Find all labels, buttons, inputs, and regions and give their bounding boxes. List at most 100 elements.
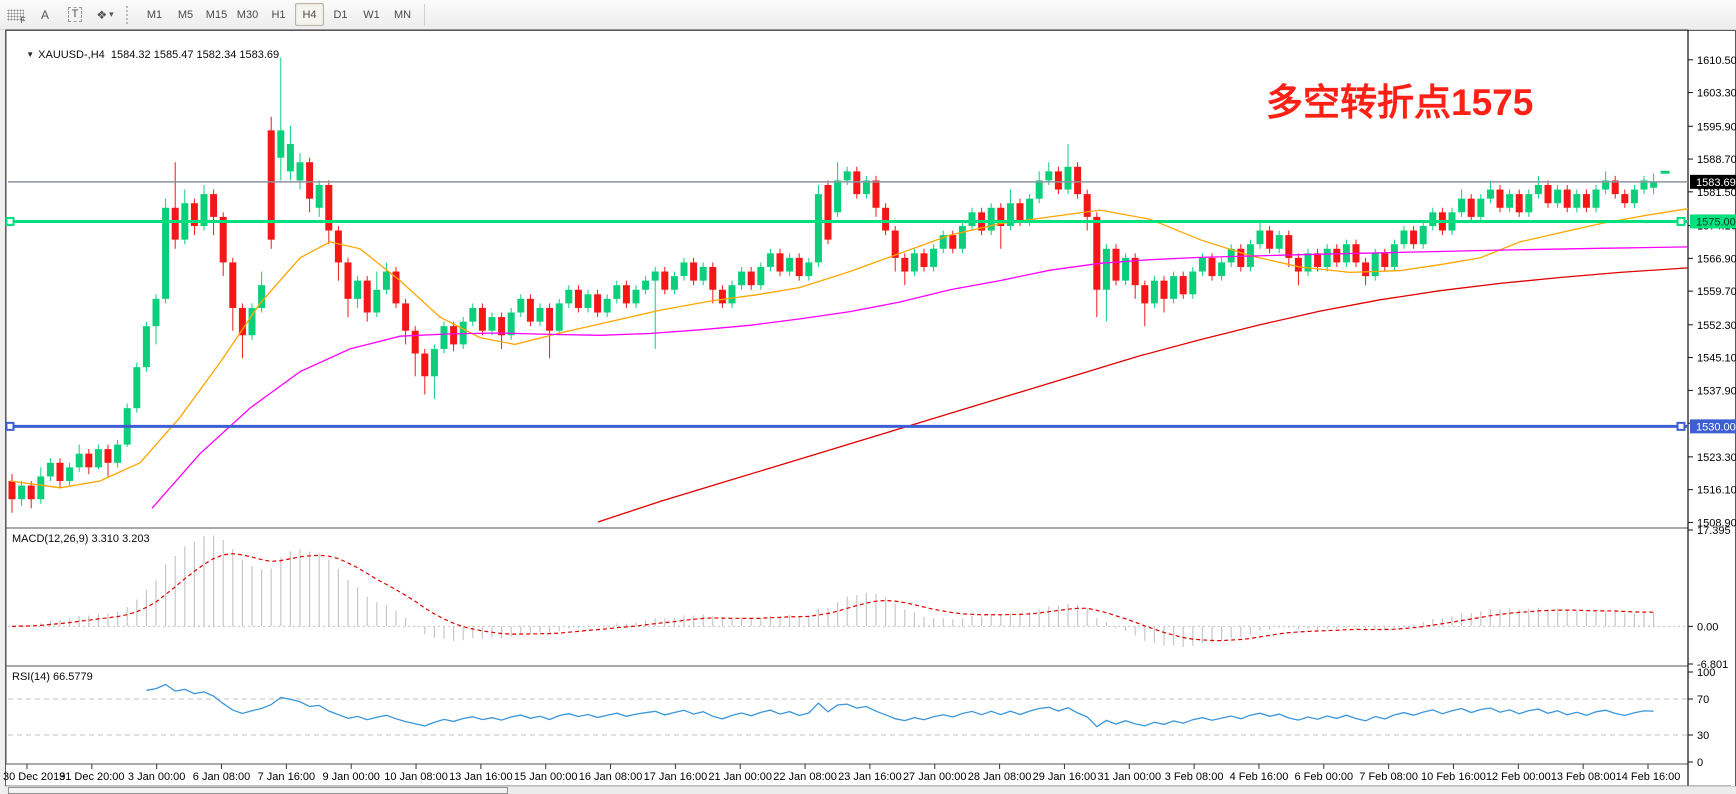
timeframe-button-m15[interactable]: M15 (205, 8, 228, 21)
rsi-indicator-label: RSI(14) 66.5779 (12, 671, 93, 683)
arrow-objects-icon: ❖ (96, 7, 108, 22)
macd-name: MACD(12,26,9) (12, 533, 89, 545)
macd-series (8, 535, 1688, 647)
candlestick-series (8, 57, 1658, 513)
svg-text:10 Jan 08:00: 10 Jan 08:00 (384, 771, 448, 783)
svg-text:1545.10: 1545.10 (1697, 353, 1736, 365)
svg-text:70: 70 (1697, 694, 1709, 706)
price-hline-157500[interactable]: 1575.00 (5, 214, 1736, 229)
svg-text:29 Jan 16:00: 29 Jan 16:00 (1033, 771, 1097, 783)
text-label-button[interactable]: A (40, 7, 49, 22)
svg-text:15 Jan 00:00: 15 Jan 00:00 (514, 771, 578, 783)
drawing-tools-group: F A T ❖ ▾ (0, 0, 120, 29)
svg-text:1595.90: 1595.90 (1697, 121, 1736, 133)
macd-indicator-label: MACD(12,26,9) 3.310 3.203 (12, 533, 150, 545)
horizontal-scrollbar (5, 786, 1736, 794)
svg-text:17 Jan 16:00: 17 Jan 16:00 (644, 771, 708, 783)
svg-text:3 Feb 08:00: 3 Feb 08:00 (1165, 771, 1224, 783)
hline-drag-handle[interactable] (1676, 216, 1686, 226)
hline-drag-handle[interactable] (5, 216, 15, 226)
timeframe-button-w1[interactable]: W1 (363, 8, 380, 21)
hline-drag-handle[interactable] (1676, 421, 1686, 431)
ma-mid-magenta (151, 246, 1689, 509)
svg-text:1516.10: 1516.10 (1697, 485, 1736, 497)
svg-text:13 Jan 16:00: 13 Jan 16:00 (449, 771, 513, 783)
svg-text:30 Dec 2019: 30 Dec 2019 (3, 771, 65, 783)
svg-text:1603.30: 1603.30 (1697, 88, 1736, 100)
svg-text:1610.50: 1610.50 (1697, 55, 1736, 67)
svg-text:27 Jan 00:00: 27 Jan 00:00 (903, 771, 967, 783)
hline-drag-handle[interactable] (5, 421, 15, 431)
timeframe-button-h4[interactable]: H4 (295, 3, 324, 26)
svg-text:3 Jan 00:00: 3 Jan 00:00 (128, 771, 186, 783)
ma-fast-orange (9, 208, 1689, 489)
chart-context-arrow-icon[interactable]: ▼ (26, 50, 35, 59)
scrollbar-thumb[interactable] (8, 787, 508, 794)
timeframe-button-m30[interactable]: M30 (236, 8, 259, 21)
chart-annotation-text: 多空转折点1575 (1266, 82, 1534, 123)
moving-average-lines (9, 208, 1689, 523)
current-price-badge: 1583.69 (1690, 174, 1736, 189)
svg-text:28 Jan 08:00: 28 Jan 08:00 (968, 771, 1032, 783)
svg-text:31 Jan 00:00: 31 Jan 00:00 (1097, 771, 1161, 783)
chevron-down-icon: ▾ (109, 9, 114, 19)
svg-text:1508.90: 1508.90 (1697, 517, 1736, 529)
svg-text:17.395: 17.395 (1697, 525, 1731, 537)
svg-text:22 Jan 08:00: 22 Jan 08:00 (773, 771, 837, 783)
svg-text:0.00: 0.00 (1697, 621, 1718, 633)
panel-frames (5, 29, 1731, 787)
svg-text:0: 0 (1697, 757, 1703, 769)
svg-text:13 Feb 08:00: 13 Feb 08:00 (1551, 771, 1616, 783)
timeframes-group: M1 M5 M15 M30 H1 H4 D1 W1 MN (139, 0, 418, 29)
toolbar-separator (424, 3, 425, 26)
timeframe-button-m5[interactable]: M5 (177, 8, 194, 21)
text-box-button[interactable]: T (61, 3, 89, 27)
svg-text:21 Jan 00:00: 21 Jan 00:00 (708, 771, 772, 783)
timeframe-button-d1[interactable]: D1 (333, 8, 348, 21)
ma-slow-red (597, 267, 1689, 523)
svg-text:1530.00: 1530.00 (1696, 421, 1736, 433)
timeframe-button-mn[interactable]: MN (393, 8, 412, 21)
chart-title: ▼ XAUUSD-,H4 1584.32 1585.47 1582.34 1583… (14, 37, 279, 73)
svg-text:6 Jan 08:00: 6 Jan 08:00 (193, 771, 251, 783)
svg-text:-6.801: -6.801 (1697, 659, 1728, 671)
svg-text:1583.69: 1583.69 (1696, 177, 1736, 189)
chart-ohlc-values: 1584.32 1585.47 1582.34 1583.69 (110, 49, 280, 61)
svg-text:23 Jan 16:00: 23 Jan 16:00 (838, 771, 902, 783)
svg-text:1581.50: 1581.50 (1697, 187, 1736, 199)
timeframe-button-m1[interactable]: M1 (146, 8, 163, 21)
rsi-value: 66.5779 (52, 671, 93, 683)
svg-text:7 Feb 08:00: 7 Feb 08:00 (1359, 771, 1418, 783)
svg-text:1575.00: 1575.00 (1696, 216, 1736, 228)
macd-signal-line (11, 553, 1654, 642)
svg-text:31 Dec 20:00: 31 Dec 20:00 (59, 771, 124, 783)
rsi-name: RSI(14) (12, 671, 50, 683)
svg-text:1552.30: 1552.30 (1697, 320, 1736, 332)
rsi-panel-border (5, 665, 1689, 765)
svg-text:1566.90: 1566.90 (1697, 253, 1736, 265)
fibonacci-grid-button[interactable]: F (1, 3, 29, 27)
timeframe-button-h1[interactable]: H1 (271, 8, 286, 21)
macd-axis: 17.395 0.00 -6.801 (1688, 525, 1731, 671)
fibonacci-grid-icon: F (6, 8, 26, 25)
rsi-axis: 100 70 30 0 (1688, 667, 1715, 769)
svg-text:1523.30: 1523.30 (1697, 452, 1736, 464)
price-hline-153000[interactable]: 1530.00 (5, 419, 1736, 434)
rsi-line (146, 683, 1654, 728)
toolbar-drag-handle[interactable] (126, 5, 133, 24)
svg-text:6 Feb 00:00: 6 Feb 00:00 (1294, 771, 1353, 783)
rsi-series (8, 683, 1688, 736)
hline-price-badge (1690, 214, 1736, 229)
forming-bar-marker (1660, 170, 1670, 174)
svg-text:1588.70: 1588.70 (1697, 154, 1736, 166)
svg-text:12 Feb 00:00: 12 Feb 00:00 (1486, 771, 1551, 783)
arrow-objects-button[interactable]: ❖ ▾ (91, 3, 119, 27)
svg-text:7 Jan 16:00: 7 Jan 16:00 (258, 771, 316, 783)
text-box-icon: T (67, 7, 83, 22)
macd-values: 3.310 3.203 (91, 533, 150, 545)
main-toolbar: F A T ❖ ▾ M1 M5 M15 M30 H1 H4 D1 W1 MN (0, 0, 1736, 30)
current-price-line (8, 170, 1688, 183)
svg-text:4 Feb 16:00: 4 Feb 16:00 (1230, 771, 1289, 783)
